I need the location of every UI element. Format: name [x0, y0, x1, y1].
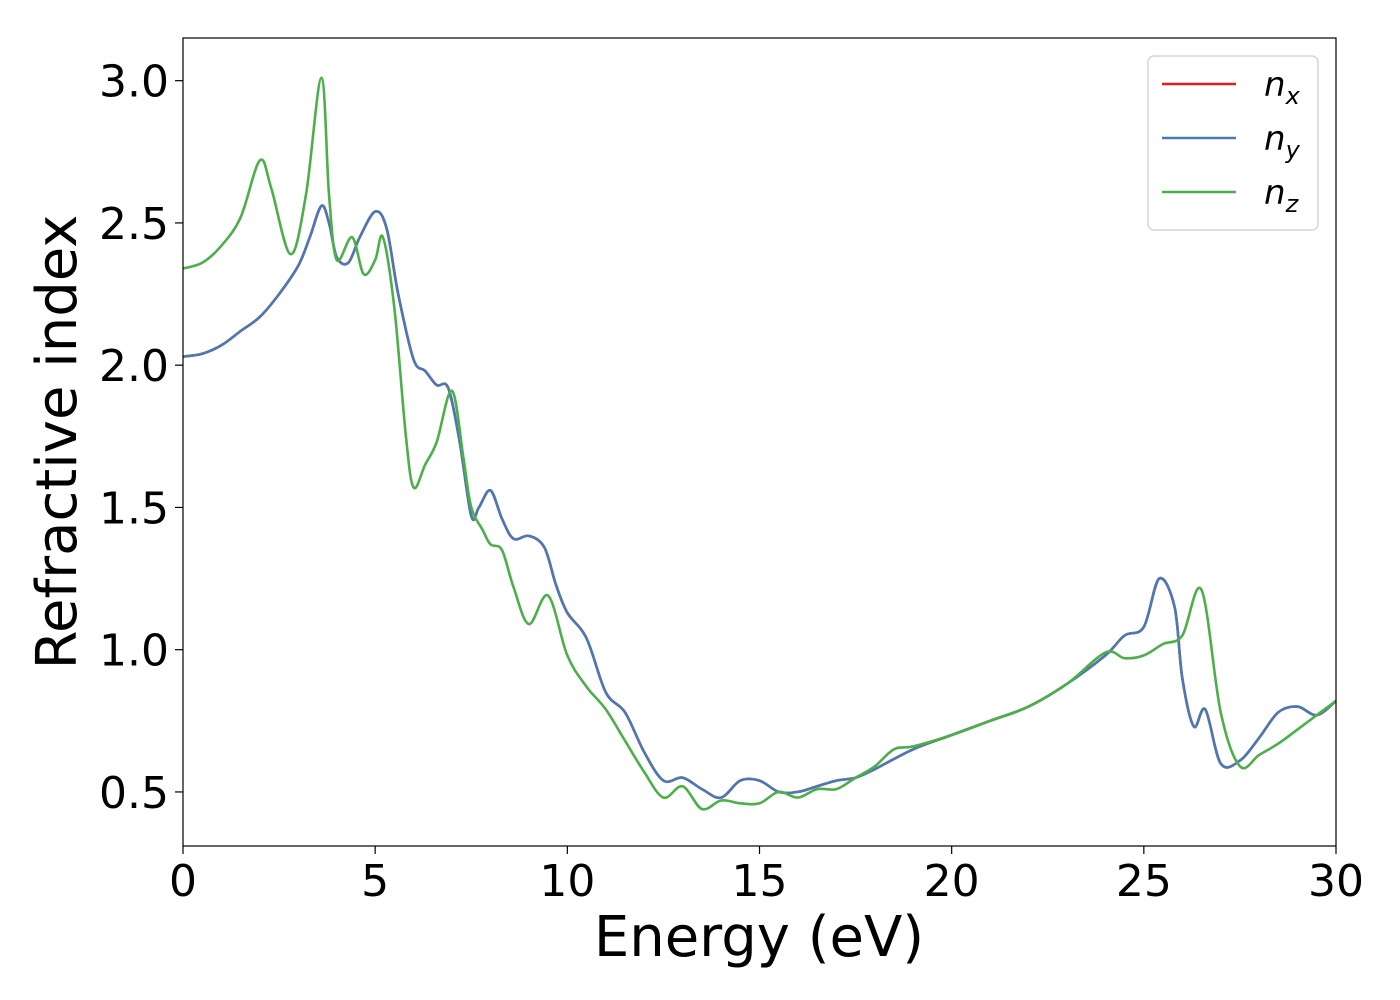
legend-label-symbol: n [1264, 173, 1286, 213]
x-tick-label: 20 [924, 856, 980, 907]
legend-label-symbol: n [1264, 65, 1286, 105]
x-axis-ticks: 0 5 10 15 20 25 30 [169, 846, 1364, 907]
x-axis-label: Energy (eV) [594, 905, 924, 970]
legend-label-symbol: n [1264, 119, 1286, 159]
x-tick-label: 10 [539, 856, 595, 907]
y-axis-ticks: 0.5 1.0 1.5 2.0 2.5 3.0 [99, 57, 183, 819]
legend-label-subscript: y [1285, 136, 1301, 164]
legend-label-ny: ny [1264, 119, 1301, 164]
series-line-nz [182, 76, 1337, 811]
x-tick-label: 25 [1116, 856, 1172, 907]
legend-label-nx: nx [1264, 65, 1301, 110]
y-tick-label: 3.0 [99, 57, 169, 108]
x-tick-label: 15 [732, 856, 788, 907]
x-tick-label: 5 [361, 856, 389, 907]
y-tick-label: 1.0 [99, 626, 169, 677]
y-tick-label: 0.5 [99, 768, 169, 819]
series-line-ny [182, 204, 1337, 800]
plot-area [183, 38, 1336, 846]
legend-label-nz: nz [1264, 173, 1300, 218]
y-tick-label: 2.5 [99, 199, 169, 250]
y-tick-label: 2.0 [99, 341, 169, 392]
legend-label-subscript: z [1285, 190, 1300, 218]
y-tick-label: 1.5 [99, 483, 169, 534]
legend-label-subscript: x [1285, 82, 1301, 110]
legend-box [1147, 55, 1319, 231]
y-axis-label: Refractive index [25, 215, 90, 670]
series-layer [182, 76, 1337, 811]
x-tick-label: 0 [169, 856, 197, 907]
x-tick-label: 30 [1308, 856, 1364, 907]
